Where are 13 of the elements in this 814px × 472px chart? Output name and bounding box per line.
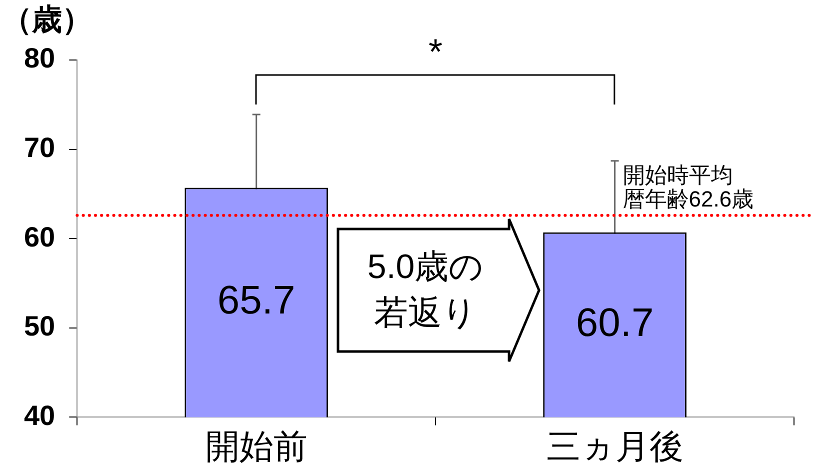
ref-line-label: 開始時平均暦年齢62.6歳 <box>622 162 754 212</box>
y-tick-label: 70 <box>24 132 56 164</box>
x-tick-label: 三ヵ月後 <box>546 428 684 466</box>
y-tick-label: 50 <box>24 310 56 342</box>
y-tick-label: 80 <box>24 42 56 74</box>
y-tick-label: 60 <box>24 221 56 252</box>
x-tick-label: 開始前 <box>205 428 308 466</box>
data-label: 65.7 <box>217 278 296 322</box>
y-tick-label: 40 <box>24 400 56 431</box>
annotation: 5.0歳の若返り <box>366 247 485 334</box>
data-label: 60.7 <box>576 300 654 345</box>
annotation: * <box>428 31 444 73</box>
y-axis-title: （歳） <box>2 3 92 36</box>
